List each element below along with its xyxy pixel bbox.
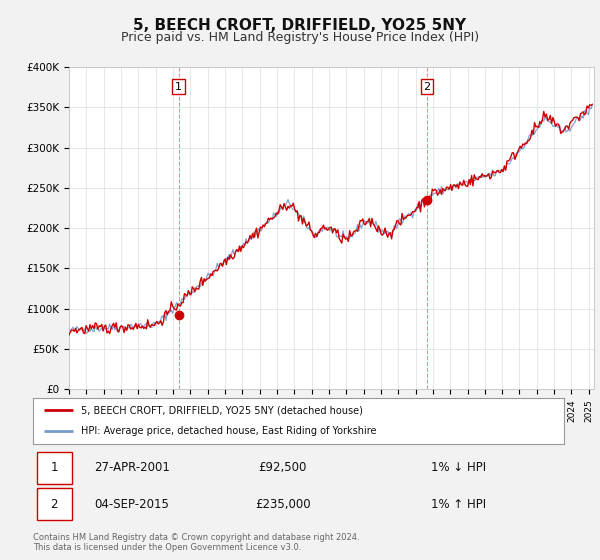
Text: 1% ↑ HPI: 1% ↑ HPI: [431, 498, 487, 511]
Text: This data is licensed under the Open Government Licence v3.0.: This data is licensed under the Open Gov…: [33, 543, 301, 552]
Text: Contains HM Land Registry data © Crown copyright and database right 2024.: Contains HM Land Registry data © Crown c…: [33, 533, 359, 542]
Text: £235,000: £235,000: [255, 498, 310, 511]
FancyBboxPatch shape: [37, 488, 72, 520]
Text: 04-SEP-2015: 04-SEP-2015: [94, 498, 169, 511]
Text: Price paid vs. HM Land Registry's House Price Index (HPI): Price paid vs. HM Land Registry's House …: [121, 31, 479, 44]
Text: 2: 2: [50, 498, 58, 511]
Text: 1: 1: [50, 461, 58, 474]
Text: 2: 2: [424, 82, 431, 91]
Text: 1% ↓ HPI: 1% ↓ HPI: [431, 461, 487, 474]
Text: 27-APR-2001: 27-APR-2001: [94, 461, 170, 474]
Text: £92,500: £92,500: [259, 461, 307, 474]
FancyBboxPatch shape: [37, 452, 72, 484]
Text: 5, BEECH CROFT, DRIFFIELD, YO25 5NY (detached house): 5, BEECH CROFT, DRIFFIELD, YO25 5NY (det…: [81, 405, 362, 416]
Text: 1: 1: [175, 82, 182, 91]
Text: HPI: Average price, detached house, East Riding of Yorkshire: HPI: Average price, detached house, East…: [81, 426, 376, 436]
Text: 5, BEECH CROFT, DRIFFIELD, YO25 5NY: 5, BEECH CROFT, DRIFFIELD, YO25 5NY: [133, 18, 467, 33]
